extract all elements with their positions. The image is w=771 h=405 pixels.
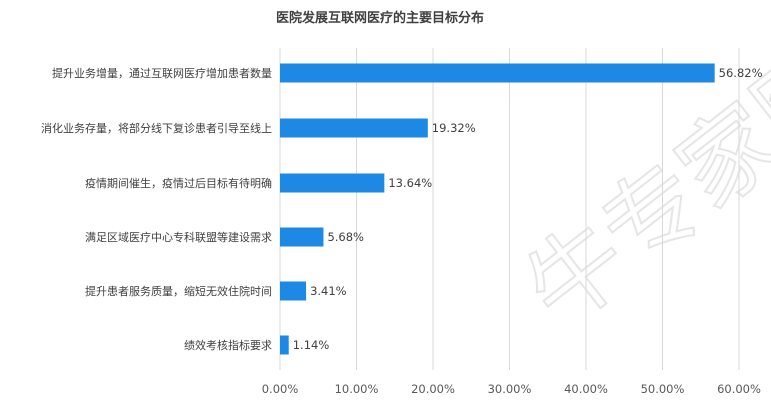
category-label: 疫情期间催生，疫情过后目标有待明确: [85, 176, 272, 190]
x-tick-label: 40.00%: [564, 382, 608, 396]
bar: [280, 281, 307, 301]
x-tick-label: 60.00%: [717, 382, 761, 396]
category-label: 提升患者服务质量，缩短无效住院时间: [85, 284, 272, 298]
x-tick-label: 20.00%: [411, 382, 455, 396]
data-label: 19.32%: [432, 121, 476, 135]
x-tick-label: 30.00%: [488, 382, 532, 396]
x-tick-label: 50.00%: [641, 382, 685, 396]
chart-title: 医院发展互联网医疗的主要目标分布: [276, 10, 484, 26]
bar: [280, 227, 324, 247]
category-label: 满足区域医疗中心专科联盟等建设需求: [85, 230, 272, 244]
category-label: 提升业务增量，通过互联网医疗增加患者数量: [52, 66, 272, 80]
category-label: 消化业务存量，将部分线下复诊患者引导至线上: [41, 121, 272, 135]
bar: [280, 118, 428, 138]
data-label: 5.68%: [327, 230, 364, 244]
data-label: 56.82%: [719, 66, 763, 80]
bar: [280, 63, 715, 83]
data-label: 13.64%: [388, 176, 432, 190]
x-tick-label: 0.00%: [262, 382, 299, 396]
category-label: 绩效考核指标要求: [184, 338, 272, 352]
data-label: 1.14%: [293, 338, 330, 352]
bar: [280, 173, 385, 193]
bar: [280, 335, 289, 355]
data-label: 3.41%: [310, 284, 347, 298]
x-tick-label: 10.00%: [335, 382, 379, 396]
